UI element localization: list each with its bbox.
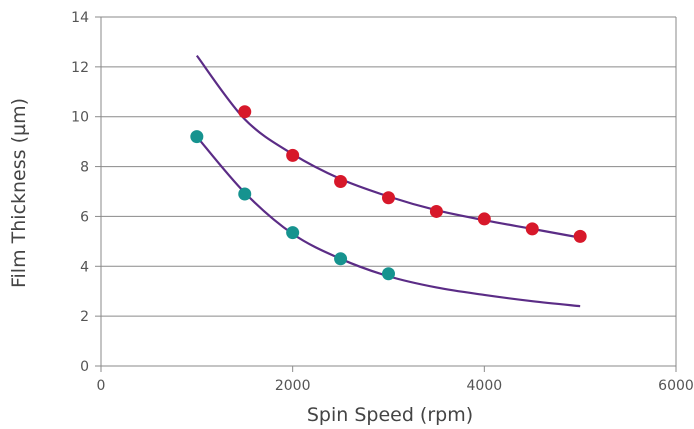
y-tick-label: 2	[80, 309, 89, 325]
data-point	[334, 175, 348, 189]
axes	[95, 16, 677, 372]
data-point	[429, 204, 443, 218]
data-point	[525, 222, 539, 236]
x-tick-label: 6000	[658, 378, 694, 394]
grid-lines	[101, 16, 676, 317]
data-point	[382, 267, 395, 281]
y-tick-label: 12	[71, 60, 89, 76]
fit-curve-line	[195, 135, 581, 308]
x-tick-label: 2000	[275, 378, 311, 394]
y-tick-labels: 0 2 4 6 8 10 12 14	[71, 10, 89, 375]
data-point	[382, 191, 395, 205]
x-tick-label: 0	[97, 378, 106, 394]
y-tick-label: 4	[80, 259, 89, 275]
x-axis-title: Spin Speed (rpm)	[307, 404, 473, 426]
y-tick-label: 6	[80, 209, 89, 225]
data-point	[238, 187, 252, 201]
x-tick-labels: 0 2000 4000 6000	[97, 378, 694, 394]
y-tick-label: 14	[71, 10, 89, 26]
data-point	[477, 212, 491, 226]
data-point	[286, 226, 300, 240]
data-point	[334, 252, 348, 266]
fit-curve-line	[195, 54, 581, 239]
data-point	[286, 148, 300, 162]
y-tick-label: 8	[80, 160, 89, 176]
x-tick-label: 4000	[467, 378, 503, 394]
data-point	[573, 229, 587, 243]
data-points	[190, 105, 587, 281]
y-tick-label: 10	[71, 110, 89, 126]
data-point	[190, 130, 204, 144]
data-point	[238, 105, 252, 119]
y-axis-title: Film Thickness (µm)	[8, 98, 30, 288]
y-tick-label: 0	[80, 359, 89, 375]
